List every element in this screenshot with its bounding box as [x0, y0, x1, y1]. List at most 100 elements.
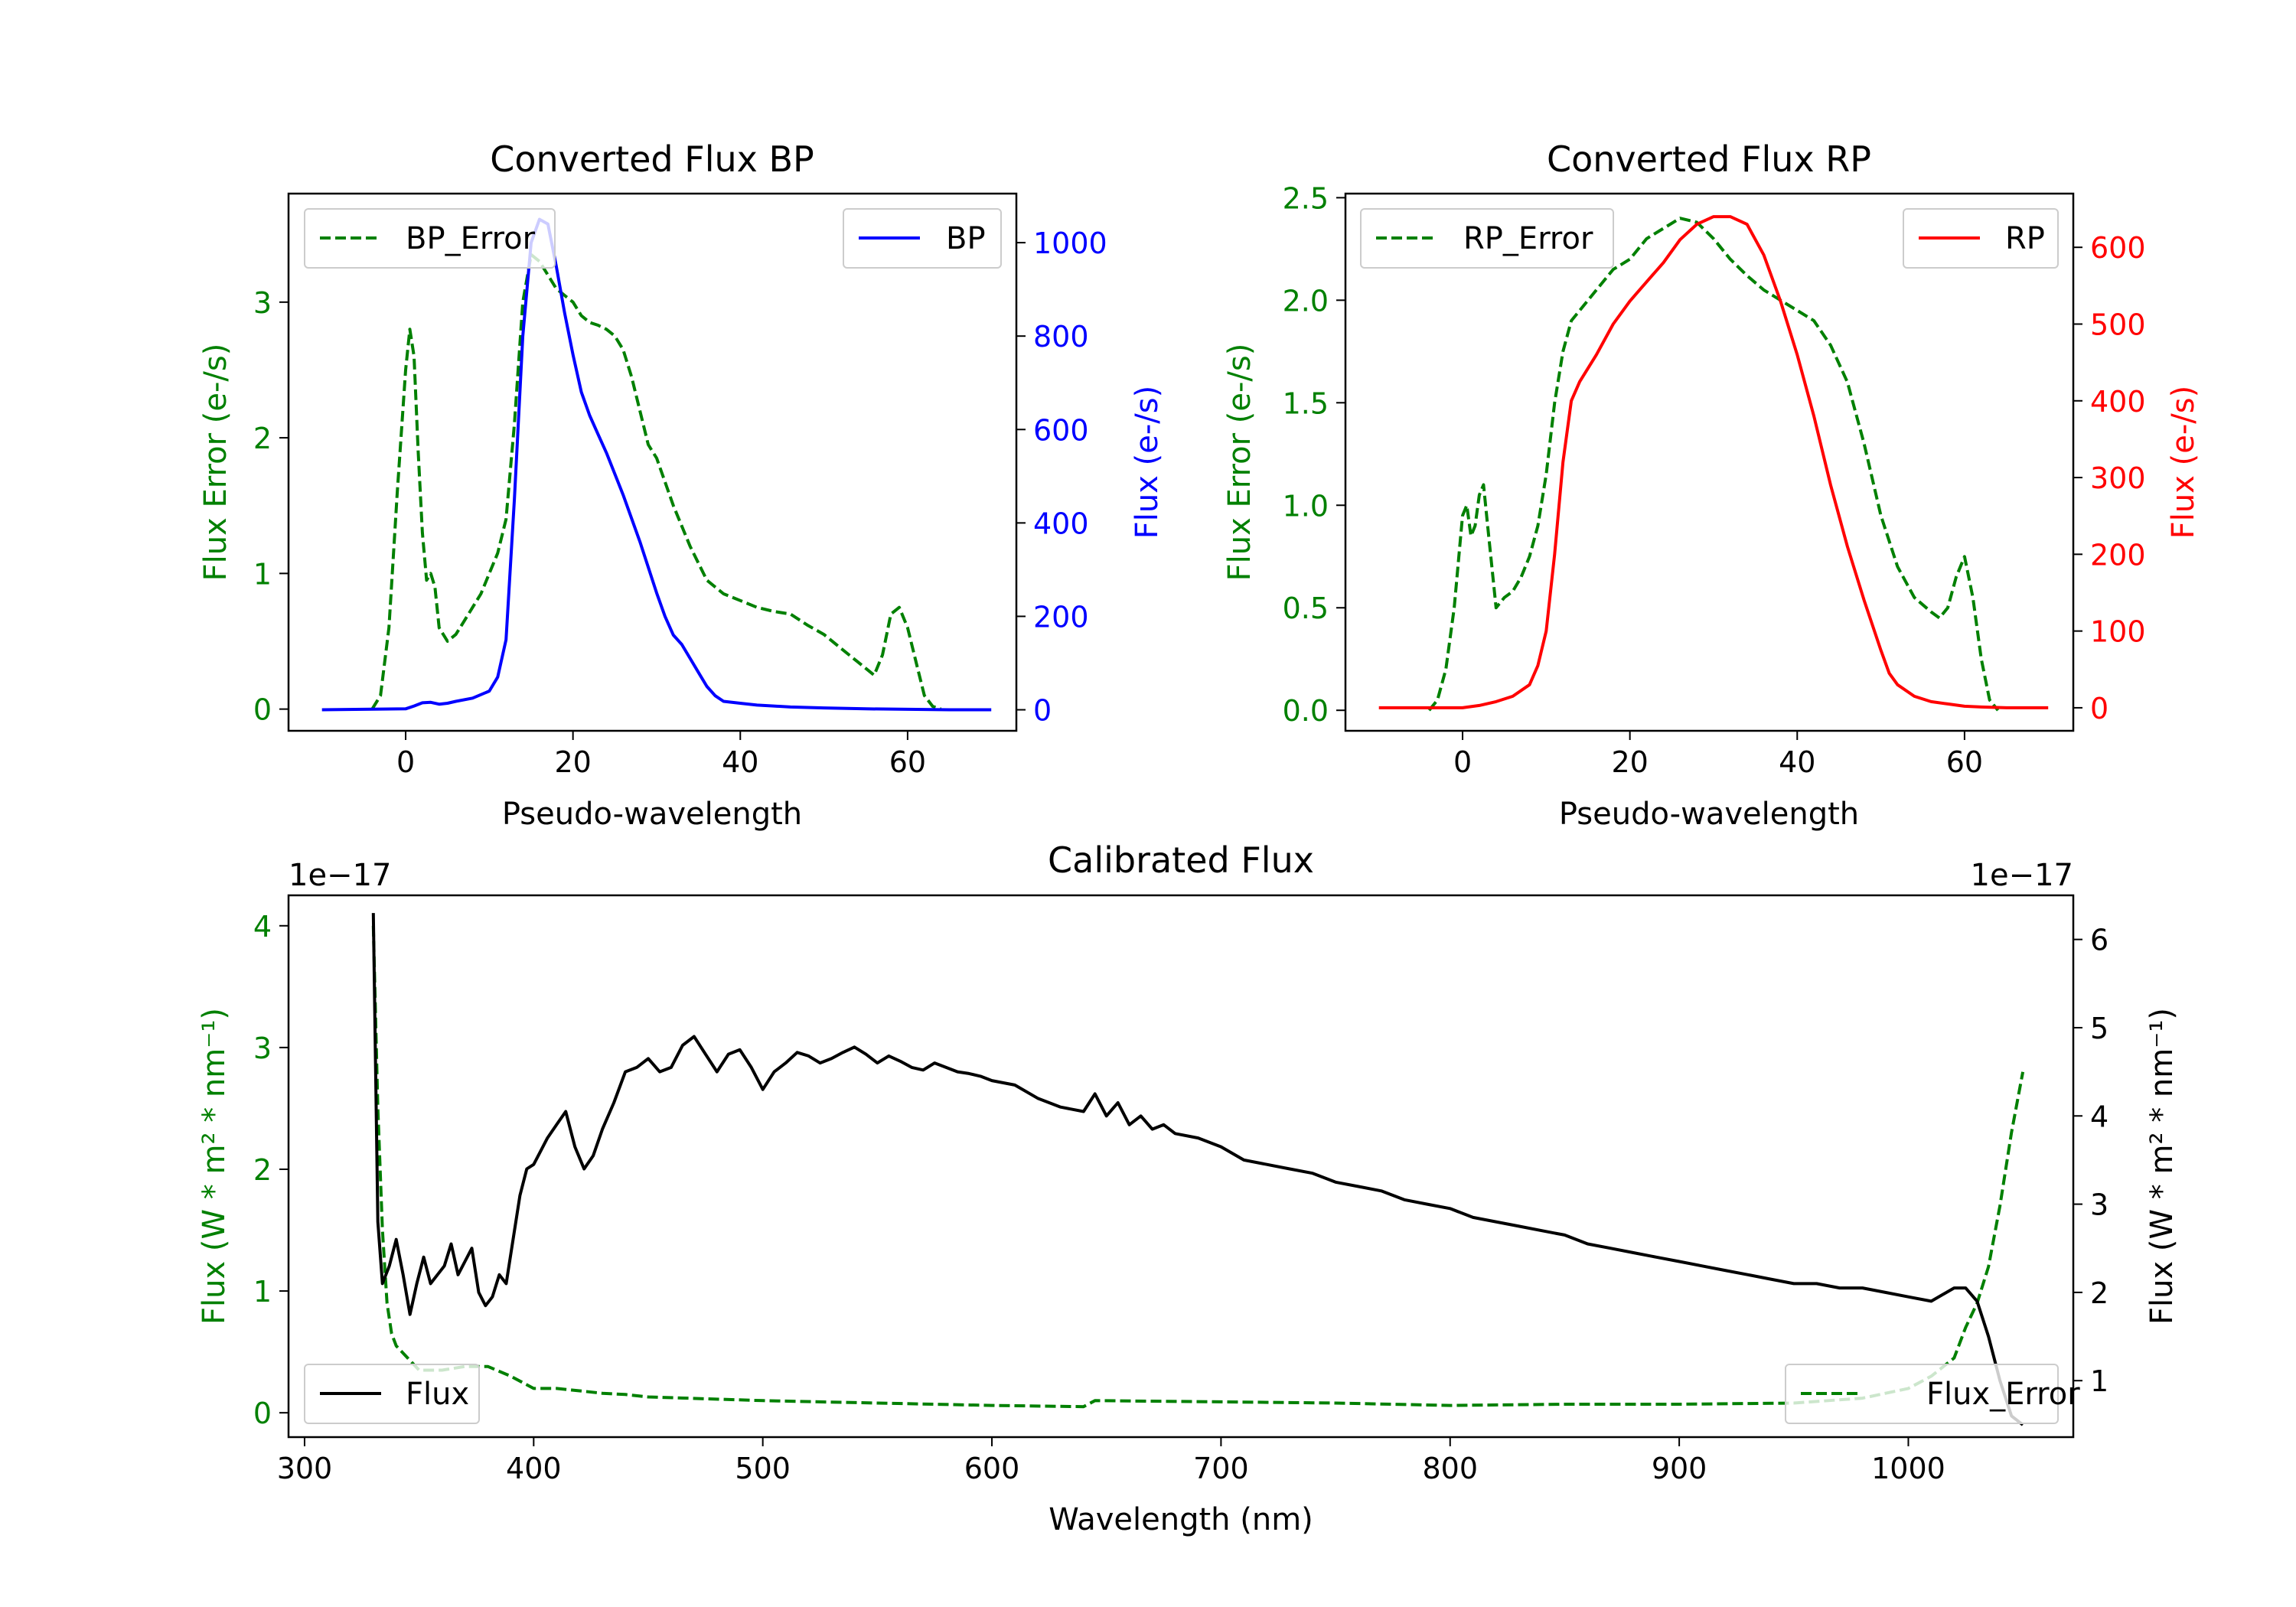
- x-tick-label: 400: [506, 1452, 562, 1485]
- y-tick-label-left: 2: [253, 1153, 272, 1187]
- y-ticks-right: 0 100 200 300 400 500 600: [2073, 231, 2146, 725]
- y-tick-label-left: 0: [253, 1397, 272, 1430]
- x-tick-label: 300: [277, 1452, 333, 1485]
- legend-right-box: [1785, 1364, 2059, 1424]
- plot-frame: [1344, 192, 2075, 732]
- series-left-line-group: [370, 253, 942, 711]
- series-right-line-group: [1378, 215, 2049, 709]
- y-ticks-left: 0.0 0.5 1.0 1.5 2.0 2.5: [1283, 181, 1345, 728]
- y-tick-label-left: 3: [253, 286, 272, 320]
- scale-label-left: 1e−17: [289, 858, 391, 893]
- series-line-bp_error: [370, 253, 942, 711]
- chart-title: Converted Flux BP: [490, 139, 814, 180]
- y-tick-label-left: 1: [253, 557, 272, 591]
- legend-left-label: Flux: [406, 1377, 469, 1412]
- legend-right-box: [843, 208, 1002, 269]
- y-tick-label-left: 1.0: [1283, 489, 1329, 523]
- x-tick-label: 20: [554, 745, 591, 779]
- x-ticks: 300 400 500 600 700 800 900 1000: [277, 1437, 1945, 1485]
- y-tick-label-right: 3: [2090, 1188, 2108, 1222]
- legend-left-box: [304, 1364, 480, 1424]
- legend-left: RP_Error: [1360, 208, 1614, 269]
- scale-label-right: 1e−17: [1971, 858, 2073, 893]
- legend-right: BP: [843, 208, 1002, 269]
- y-ticks-right: 0 200 400 600 800 1000: [1016, 227, 1107, 728]
- y-tick-label-right: 300: [2090, 461, 2146, 495]
- series-right-line-group: [371, 913, 2024, 1426]
- y-axis-label-left: Flux (W * m² * nm⁻¹): [197, 1008, 232, 1325]
- y-tick-label-right: 500: [2090, 308, 2146, 341]
- x-tick-label: 40: [1779, 745, 1815, 779]
- y-tick-label-right: 2: [2090, 1276, 2108, 1310]
- x-tick-label: 900: [1652, 1452, 1707, 1485]
- y-tick-label-right: 200: [2090, 538, 2146, 572]
- legend-right-label: Flux_Error: [1926, 1377, 2080, 1412]
- y-tick-label-right: 400: [2090, 385, 2146, 419]
- x-tick-label: 60: [889, 745, 926, 779]
- y-tick-label-left: 2.5: [1283, 181, 1329, 215]
- x-axis-label: Pseudo-wavelength: [502, 797, 802, 832]
- y-tick-label-left: 0.5: [1283, 592, 1329, 625]
- y-tick-label-right: 0: [1033, 694, 1052, 728]
- y-tick-label-right: 800: [1033, 320, 1089, 354]
- legend-left-box: [1360, 208, 1614, 269]
- y-tick-label-left: 3: [253, 1032, 272, 1065]
- y-axis-label-right: Flux (e-/s): [1130, 386, 1165, 539]
- legend-left-box: [304, 208, 556, 269]
- y-tick-label-right: 0: [2090, 692, 2108, 725]
- y-tick-label-left: 1.5: [1283, 386, 1329, 420]
- chart-bp: Converted Flux BP 0 20 40 60 0 1 2 3 0 200 400 60…: [198, 139, 1165, 832]
- y-tick-label-right: 400: [1033, 507, 1089, 540]
- series-line-flux: [371, 913, 2024, 1426]
- y-tick-label-right: 600: [1033, 413, 1089, 447]
- chart-rp: Converted Flux RP 0 20 40 60 0.0 0.5 1.0 1.5 2.…: [1222, 139, 2201, 832]
- y-tick-label-left: 0: [253, 693, 272, 727]
- series-left-line-group: [1427, 217, 2000, 712]
- y-axis-label-right: Flux (e-/s): [2166, 386, 2201, 539]
- x-tick-label: 40: [722, 745, 758, 779]
- y-tick-label-right: 100: [2090, 615, 2146, 649]
- y-axis-label-left: Flux Error (e-/s): [1222, 344, 1257, 582]
- y-ticks-right: 1 2 3 4 5 6: [2073, 924, 2108, 1398]
- x-tick-label: 500: [735, 1452, 791, 1485]
- plot-frame: [287, 894, 2075, 1439]
- legend-left-label: BP_Error: [406, 221, 536, 256]
- x-axis-label: Pseudo-wavelength: [1559, 797, 1859, 832]
- x-tick-label: 600: [964, 1452, 1020, 1485]
- legend-right: RP: [1903, 208, 2059, 269]
- plot-frame: [287, 192, 1018, 732]
- x-tick-label: 700: [1193, 1452, 1249, 1485]
- legend-right-label: RP: [2005, 221, 2045, 256]
- y-ticks-left: 0 1 2 3: [253, 286, 289, 727]
- x-axis-label: Wavelength (nm): [1049, 1502, 1313, 1537]
- y-tick-label-left: 0.0: [1283, 694, 1329, 728]
- legend-left: Flux: [304, 1364, 480, 1424]
- chart-calibrated: Calibrated Flux 1e−17 1e−17 300 400 500 600…: [197, 839, 2180, 1537]
- y-tick-label-left: 2: [253, 422, 272, 455]
- y-tick-label-left: 2.0: [1283, 284, 1329, 318]
- y-tick-label-left: 4: [253, 910, 272, 944]
- x-tick-label: 60: [1946, 745, 1983, 779]
- chart-title: Converted Flux RP: [1547, 139, 1871, 180]
- y-tick-label-left: 1: [253, 1275, 272, 1309]
- legend-left-label: RP_Error: [1463, 221, 1593, 256]
- y-axis-label-left: Flux Error (e-/s): [198, 344, 233, 582]
- series-right-line-group: [321, 217, 992, 712]
- y-tick-label-right: 1000: [1033, 227, 1107, 260]
- legend-right-box: [1903, 208, 2059, 269]
- x-tick-label: 1000: [1871, 1452, 1945, 1485]
- series-line-rp_error: [1427, 217, 2000, 712]
- legend-right-label: BP: [946, 221, 986, 256]
- y-tick-label-right: 600: [2090, 231, 2146, 265]
- legend-left: BP_Error: [304, 208, 556, 269]
- x-tick-label: 800: [1422, 1452, 1478, 1485]
- y-tick-label-right: 4: [2090, 1100, 2108, 1133]
- series-line-bp: [321, 217, 992, 712]
- y-ticks-left: 0 1 2 3 4: [253, 910, 289, 1430]
- x-ticks: 0 20 40 60: [396, 731, 926, 779]
- chart-title: Calibrated Flux: [1048, 839, 1314, 881]
- y-tick-label-right: 5: [2090, 1012, 2108, 1045]
- y-tick-label-right: 200: [1033, 600, 1089, 634]
- x-tick-label: 0: [396, 745, 415, 779]
- x-tick-label: 0: [1453, 745, 1472, 779]
